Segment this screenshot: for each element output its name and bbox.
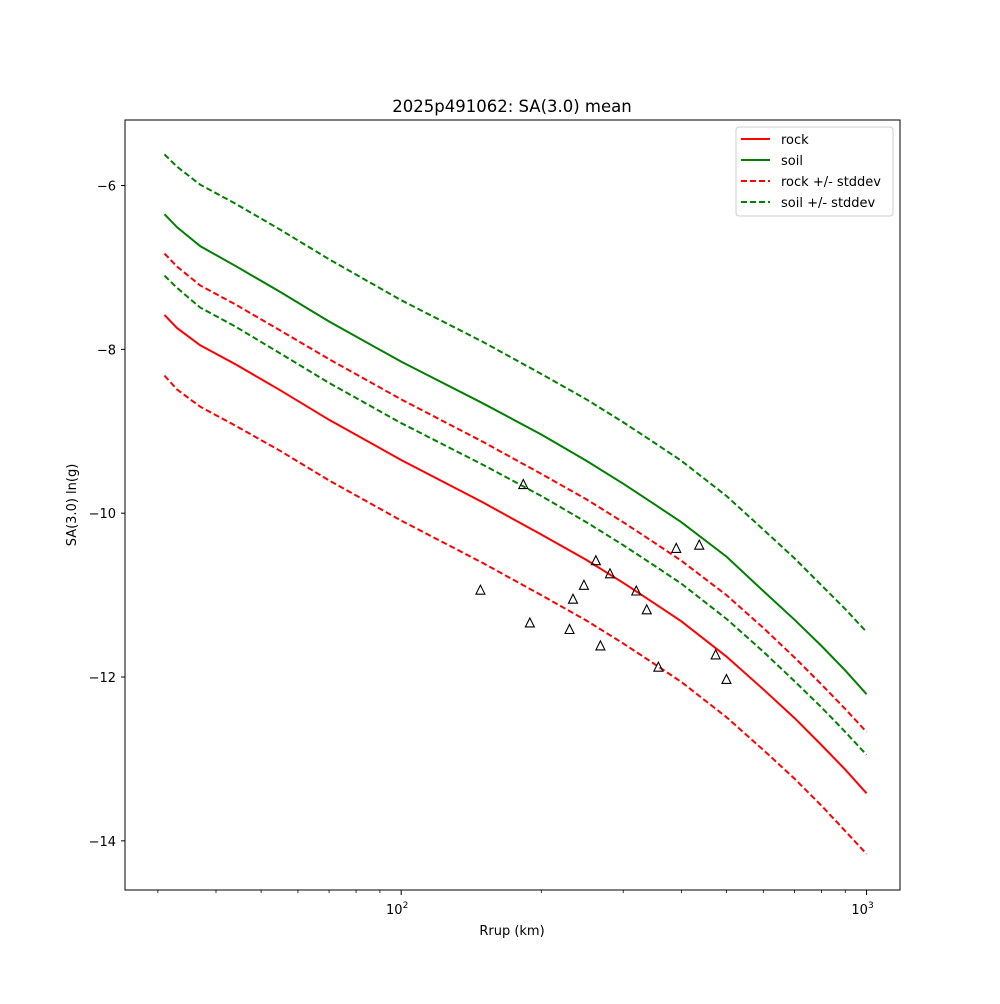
observation-marker bbox=[590, 554, 602, 566]
legend: rock soil rock +/- stddev soil +/- stddev bbox=[735, 126, 894, 217]
observation-marker bbox=[721, 673, 732, 685]
y-tick-label: −14 bbox=[89, 835, 116, 850]
x-tick-label: 102 bbox=[386, 901, 408, 918]
chart-title: 2025p491062: SA(3.0) mean bbox=[392, 97, 631, 116]
observation-marker bbox=[670, 542, 682, 553]
plot-frame bbox=[124, 119, 901, 891]
y-tick-label: −10 bbox=[89, 507, 116, 522]
observation-marker bbox=[475, 583, 486, 595]
series-line-soil-stddev-line bbox=[163, 153, 868, 633]
x-tick-label-exponent: 2 bbox=[403, 901, 409, 911]
observation-marker bbox=[517, 478, 529, 490]
legend-box bbox=[735, 126, 894, 217]
series-line-series-3-line bbox=[163, 374, 868, 855]
x-tick-label: 103 bbox=[851, 901, 873, 918]
observation-marker bbox=[652, 660, 664, 672]
series-line-series-5-line bbox=[163, 274, 868, 756]
legend-label: rock +/- stddev bbox=[781, 175, 881, 190]
y-tick-label: −6 bbox=[97, 180, 116, 195]
legend-label: soil +/- stddev bbox=[781, 196, 876, 211]
y-axis-label: SA(3.0) ln(g) bbox=[65, 464, 80, 547]
y-tick-label: −12 bbox=[89, 671, 116, 686]
observation-marker bbox=[693, 538, 705, 550]
observation-marker bbox=[710, 648, 722, 660]
x-tick-label-base: 10 bbox=[851, 903, 868, 918]
y-tick-label: −8 bbox=[97, 343, 116, 358]
observation-marker bbox=[567, 592, 579, 604]
observation-marker bbox=[630, 584, 642, 596]
observation-marker bbox=[595, 639, 606, 651]
x-tick-label-exponent: 3 bbox=[868, 901, 874, 911]
legend-label: soil bbox=[781, 154, 803, 169]
series-line-rock-stddev-line bbox=[163, 252, 868, 733]
observation-marker bbox=[641, 603, 653, 615]
series-line-soil-line bbox=[163, 213, 868, 695]
observation-marker bbox=[604, 567, 616, 579]
observation-marker bbox=[524, 616, 536, 628]
x-axis-label: Rrup (km) bbox=[479, 924, 544, 939]
observation-marker bbox=[578, 579, 590, 590]
observation-marker bbox=[564, 623, 575, 635]
legend-label: rock bbox=[781, 133, 809, 148]
series-line-rock-line bbox=[163, 314, 868, 795]
x-tick-label-base: 10 bbox=[386, 903, 403, 918]
plot-area bbox=[163, 153, 868, 855]
